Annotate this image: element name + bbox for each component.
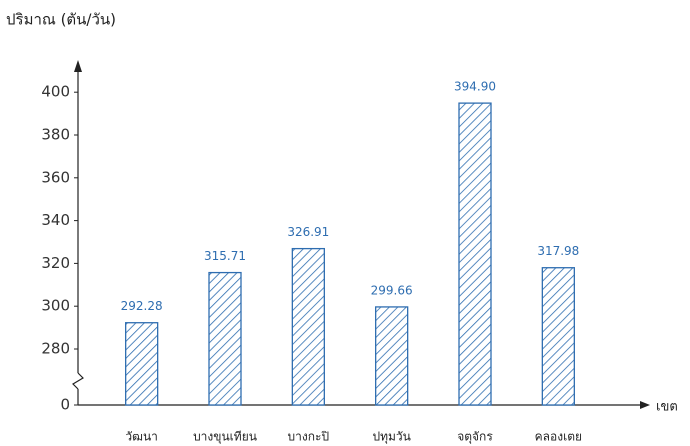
y-axis-label: ปริมาณ (ตัน/วัน) (6, 11, 116, 29)
bar (125, 322, 159, 406)
x-axis-label: เขต (656, 400, 678, 415)
y-tick-label: 280 (41, 340, 70, 358)
y-tick-label: 380 (41, 126, 70, 144)
axis-break (72, 372, 84, 390)
bar (541, 267, 575, 406)
x-tick-label: ปทุมวัน (372, 430, 410, 445)
value-label: 315.71 (204, 249, 246, 263)
value-label: 317.98 (537, 244, 579, 258)
y-tick-label: 0 (60, 396, 70, 414)
value-label: 292.28 (121, 299, 163, 313)
y-tick-label: 300 (41, 297, 70, 315)
value-label: 394.90 (454, 80, 496, 94)
y-tick-label: 320 (41, 254, 70, 272)
bar (291, 247, 325, 406)
value-label: 326.91 (287, 225, 329, 239)
x-tick-label: วัฒนา (125, 430, 158, 444)
x-tick-label: จตุจักร (457, 430, 493, 445)
x-tick-label: คลองเตย (535, 430, 582, 444)
value-label: 299.66 (371, 283, 413, 297)
x-axis-arrow (640, 401, 650, 409)
y-tick-label: 360 (41, 168, 70, 186)
bar (375, 306, 409, 406)
y-tick-label: 340 (41, 211, 70, 229)
x-tick-label: บางขุนเทียน (193, 430, 257, 445)
bar (458, 102, 492, 406)
x-tick-label: บางกะปิ (288, 430, 330, 444)
y-tick-label: 400 (41, 83, 70, 101)
y-axis-arrow (74, 60, 82, 72)
bar (208, 271, 242, 406)
